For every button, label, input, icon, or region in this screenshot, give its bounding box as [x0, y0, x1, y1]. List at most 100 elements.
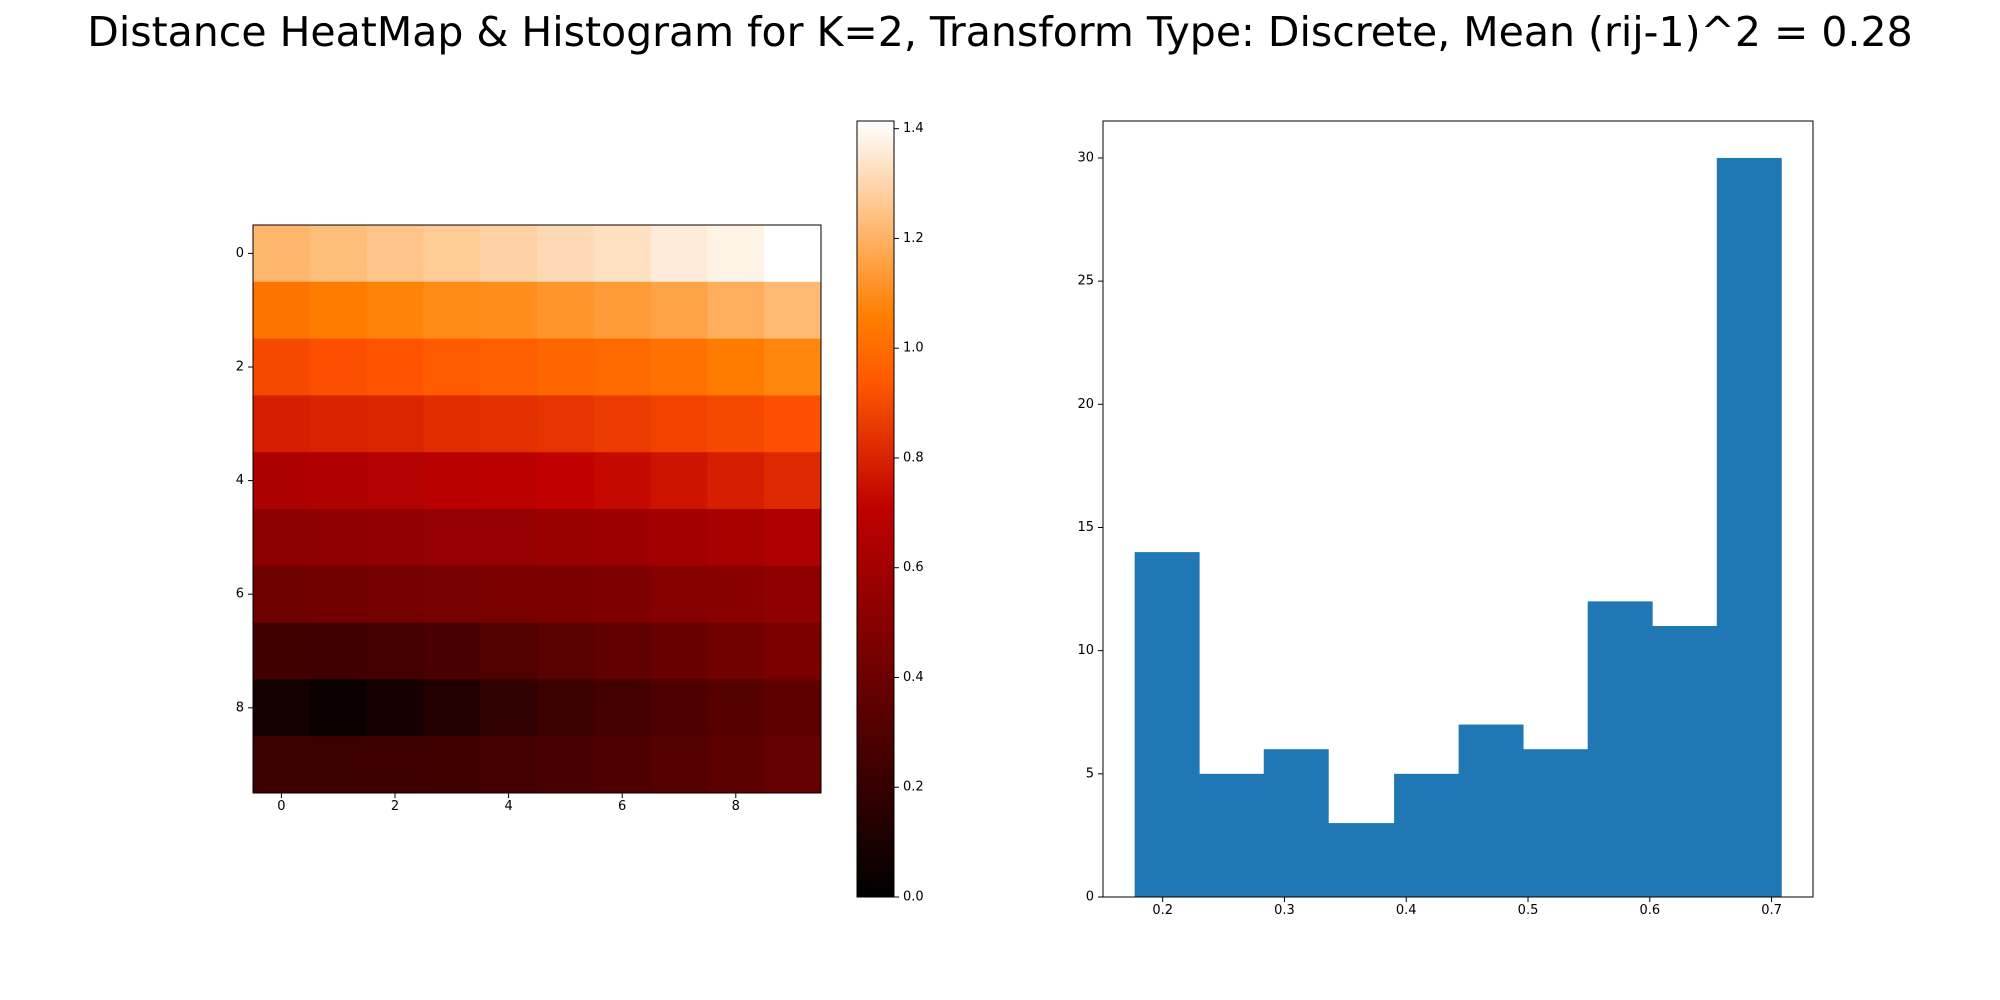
heatmap-cell [423, 565, 481, 624]
colorbar-tick-label: 1.4 [903, 121, 924, 136]
heatmap-cell [764, 281, 822, 340]
heatmap-cell [707, 622, 765, 680]
heatmap-y-tick-label: 2 [236, 360, 244, 375]
heatmap-cell [480, 565, 538, 624]
colorbar-tick-label: 0.6 [903, 560, 924, 575]
heatmap-cell [423, 225, 481, 283]
heatmap-cell [309, 452, 368, 510]
heatmap-y-tick-label: 4 [236, 473, 244, 488]
heatmap-cell [707, 736, 765, 794]
heatmap-cell [650, 679, 708, 737]
heatmap-panel: 0 2 4 6 8 0 2 4 6 8 [236, 224, 822, 814]
heatmap-cell [707, 281, 765, 340]
histogram-bar [1716, 157, 1782, 897]
heatmap-cell [593, 281, 652, 340]
heatmap-cell [480, 736, 538, 794]
heatmap-cell [309, 565, 368, 624]
heatmap-cell [650, 622, 708, 680]
heatmap-cell [423, 679, 481, 737]
colorbar-frame [856, 120, 895, 898]
histogram-y-tick-label: 15 [1077, 520, 1094, 535]
heatmap-cell [593, 452, 652, 510]
histogram-y-tick-label: 20 [1077, 397, 1094, 412]
colorbar-panel: 0.0 0.2 0.4 0.6 0.8 1.0 1.2 1.4 [856, 120, 924, 905]
histogram-bar [1587, 601, 1653, 897]
colorbar-tick-label: 0.2 [903, 780, 924, 795]
heatmap-cell [593, 565, 652, 624]
heatmap-x-tick-label: 8 [732, 799, 740, 814]
histogram-x-tick-label: 0.2 [1152, 903, 1173, 918]
histogram-panel: 0.2 0.3 0.4 0.5 0.6 0.7 0 5 10 15 20 25 30 [1077, 120, 1814, 918]
histogram-bar [1652, 626, 1718, 897]
heatmap-cell [423, 338, 481, 396]
heatmap-cell [650, 338, 708, 396]
heatmap-y-tick-label: 8 [236, 700, 244, 715]
figure-title: Distance HeatMap & Histogram for K=2, Tr… [87, 8, 1913, 56]
heatmap-cell [253, 225, 311, 283]
heatmap-cell [707, 452, 765, 510]
heatmap-cell [366, 622, 424, 680]
heatmap-cell [309, 679, 368, 737]
heatmap-cell [253, 281, 311, 340]
heatmap-cell [309, 622, 368, 680]
heatmap-cell [764, 736, 822, 794]
colorbar-tick-label: 0.0 [903, 890, 924, 905]
heatmap-cell [650, 565, 708, 624]
histogram-y-tick-label: 5 [1086, 766, 1094, 781]
heatmap-frame [252, 224, 822, 794]
heatmap-cell [366, 509, 424, 567]
heatmap-cell [309, 395, 368, 453]
heatmap-cell [366, 452, 424, 510]
heatmap-cell [366, 338, 424, 396]
histogram-bar [1328, 823, 1395, 897]
colorbar-tick-label: 1.2 [903, 231, 924, 246]
heatmap-cell [764, 622, 822, 680]
histogram-x-tick-label: 0.5 [1518, 903, 1539, 918]
heatmap-cell [423, 395, 481, 453]
heatmap-cell [480, 281, 538, 340]
heatmap-cell [764, 225, 822, 283]
heatmap-cell [650, 452, 708, 510]
colorbar-tick-label: 0.4 [903, 670, 924, 685]
heatmap-cell [423, 509, 481, 567]
histogram-bar [1394, 773, 1460, 897]
histogram-y-tick-label: 0 [1086, 890, 1094, 905]
heatmap-cell [650, 736, 708, 794]
heatmap-cell [480, 338, 538, 396]
heatmap-cell [537, 395, 595, 453]
heatmap-cell [537, 622, 595, 680]
heatmap-cell [764, 679, 822, 737]
heatmap-x-tick-label: 0 [277, 799, 285, 814]
heatmap-cell [309, 281, 368, 340]
heatmap-cell [593, 225, 652, 283]
colorbar-gradient [857, 121, 894, 897]
heatmap-cell [537, 281, 595, 340]
colorbar-tick-label: 0.8 [903, 450, 924, 465]
heatmap-cell [764, 565, 822, 624]
heatmap-cell [707, 565, 765, 624]
heatmap-cell [707, 509, 765, 567]
heatmap-cell [537, 338, 595, 396]
heatmap-cell [650, 509, 708, 567]
heatmap-cell [480, 452, 538, 510]
heatmap-cell [537, 565, 595, 624]
heatmap-cell [309, 338, 368, 396]
heatmap-cell [593, 395, 652, 453]
heatmap-cell [423, 736, 481, 794]
heatmap-cell [253, 565, 311, 624]
heatmap-cell [366, 679, 424, 737]
heatmap-cell [253, 452, 311, 510]
heatmap-x-tick-label: 4 [504, 799, 512, 814]
heatmap-x-tick-label: 2 [391, 799, 399, 814]
heatmap-cell [366, 565, 424, 624]
heatmap-cell [650, 225, 708, 283]
heatmap-cell [309, 225, 368, 283]
heatmap-cell [366, 281, 424, 340]
histogram-x-tick-label: 0.6 [1639, 903, 1660, 918]
histogram-x-tick-label: 0.4 [1396, 903, 1417, 918]
heatmap-cell [593, 736, 652, 794]
histogram-bar [1134, 552, 1200, 897]
heatmap-cell [480, 395, 538, 453]
histogram-x-tick-label: 0.3 [1274, 903, 1295, 918]
heatmap-cell [764, 509, 822, 567]
